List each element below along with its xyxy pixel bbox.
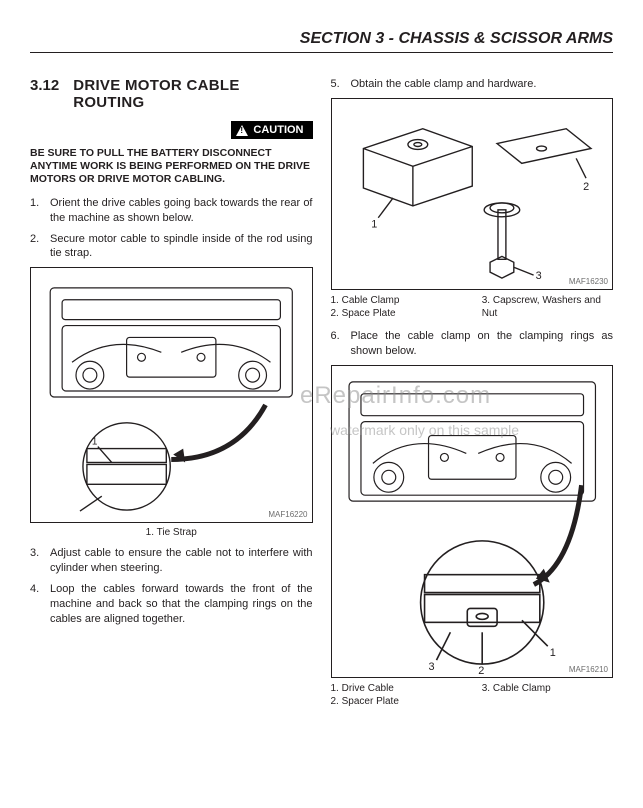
key-item: 1. Drive Cable bbox=[331, 682, 462, 696]
right-column: Obtain the cable clamp and hardware. 1 bbox=[331, 77, 614, 717]
section-header: SECTION 3 - CHASSIS & SCISSOR ARMS bbox=[30, 30, 613, 53]
step-item: Orient the drive cables going back towar… bbox=[30, 196, 313, 226]
two-column-layout: 3.12 DRIVE MOTOR CABLE ROUTING CAUTION B… bbox=[30, 77, 613, 717]
heading: 3.12 DRIVE MOTOR CABLE ROUTING bbox=[30, 77, 313, 111]
chassis-drawing-1: 1 bbox=[31, 268, 312, 522]
figure-id: MAF16210 bbox=[569, 665, 608, 674]
svg-text:2: 2 bbox=[583, 181, 589, 193]
figure2-key: 1. Cable Clamp 2. Space Plate 3. Capscre… bbox=[331, 294, 614, 321]
svg-text:3: 3 bbox=[535, 270, 541, 282]
caution-badge: CAUTION bbox=[231, 121, 312, 139]
figure-id: MAF16220 bbox=[268, 510, 307, 519]
step-item: Secure motor cable to spindle inside of … bbox=[30, 232, 313, 262]
step-item: Adjust cable to ensure the cable not to … bbox=[30, 546, 313, 576]
figure-clamp-hardware: 1 2 3 MAF16230 bbox=[331, 98, 614, 290]
key-item: 3. Capscrew, Washers and Nut bbox=[482, 294, 613, 321]
steps-1-2: Orient the drive cables going back towar… bbox=[30, 196, 313, 261]
figure-id: MAF16230 bbox=[569, 277, 608, 286]
svg-text:1: 1 bbox=[371, 218, 377, 230]
svg-text:1: 1 bbox=[92, 437, 98, 448]
step-item: Loop the cables forward towards the fron… bbox=[30, 582, 313, 627]
steps-3-4: Adjust cable to ensure the cable not to … bbox=[30, 546, 313, 626]
key-item: 2. Space Plate bbox=[331, 307, 462, 321]
key-item: 1. Cable Clamp bbox=[331, 294, 462, 308]
left-column: 3.12 DRIVE MOTOR CABLE ROUTING CAUTION B… bbox=[30, 77, 313, 717]
svg-text:2: 2 bbox=[478, 665, 484, 677]
figure-caption: 1. Tie Strap bbox=[30, 527, 313, 538]
hardware-drawing: 1 2 3 bbox=[332, 99, 613, 289]
caution-label: CAUTION bbox=[253, 124, 303, 136]
step-5: Obtain the cable clamp and hardware. bbox=[331, 77, 614, 92]
warning-icon bbox=[236, 125, 248, 136]
warning-text: BE SURE TO PULL THE BATTERY DISCONNECT A… bbox=[30, 147, 313, 186]
caution-row: CAUTION bbox=[30, 121, 313, 141]
step-6: Place the cable clamp on the clamping ri… bbox=[331, 329, 614, 359]
figure-tie-strap: 1 MAF16220 bbox=[30, 267, 313, 523]
chassis-drawing-2: 3 2 1 bbox=[332, 366, 613, 677]
svg-text:1: 1 bbox=[549, 647, 555, 659]
figure3-key: 1. Drive Cable 2. Spacer Plate 3. Cable … bbox=[331, 682, 614, 709]
heading-title: DRIVE MOTOR CABLE ROUTING bbox=[73, 77, 312, 111]
figure-clamp-placement: 3 2 1 MAF16210 bbox=[331, 365, 614, 678]
key-item: 2. Spacer Plate bbox=[331, 695, 462, 709]
heading-number: 3.12 bbox=[30, 77, 59, 94]
key-item: 3. Cable Clamp bbox=[482, 682, 613, 696]
step-item: Place the cable clamp on the clamping ri… bbox=[331, 329, 614, 359]
svg-text:3: 3 bbox=[428, 661, 434, 673]
step-item: Obtain the cable clamp and hardware. bbox=[331, 77, 614, 92]
